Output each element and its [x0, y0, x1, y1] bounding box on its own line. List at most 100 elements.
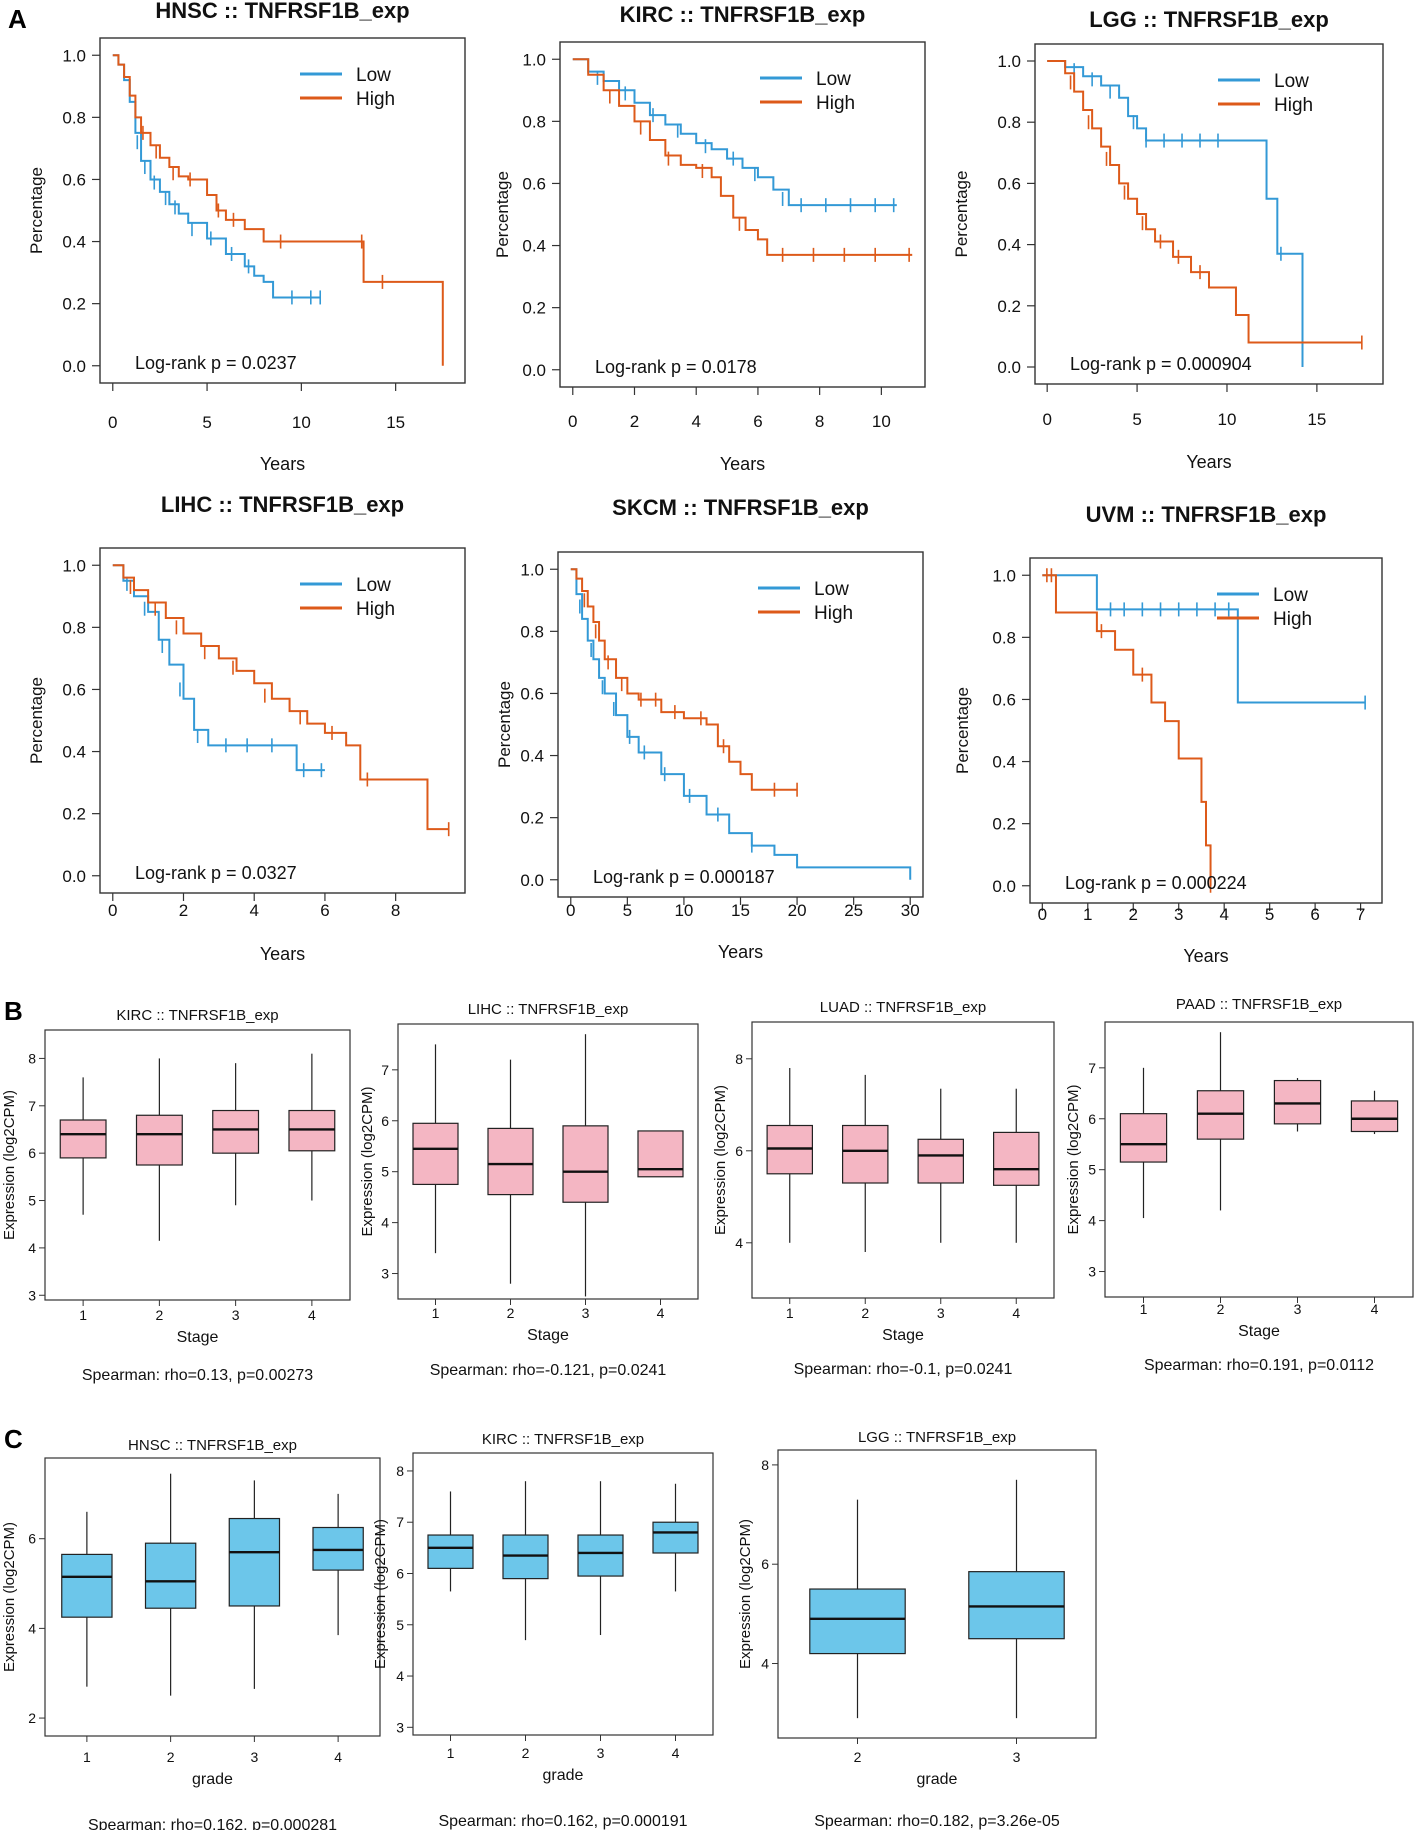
km-curve-low: [572, 58, 897, 207]
y-axis-label: Expression (log2CPM): [737, 1519, 754, 1669]
x-tick-label: 0: [1042, 410, 1051, 429]
box-iqr: [917, 1138, 964, 1184]
chart-title: HNSC :: TNFRSF1B_exp: [155, 0, 409, 23]
box-iqr: [427, 1534, 474, 1569]
x-tick-label: 2: [1217, 1301, 1225, 1317]
y-tick-label: 1.0: [522, 50, 546, 69]
y-tick-label: 4: [28, 1620, 36, 1636]
km-curve-high: [112, 54, 444, 366]
y-tick-label: 6: [28, 1531, 36, 1547]
y-tick-label: 3: [396, 1719, 404, 1735]
y-tick-label: 0.8: [520, 622, 544, 641]
box-iqr: [577, 1534, 624, 1577]
box-iqr: [228, 1517, 281, 1607]
x-tick-label: 10: [872, 412, 891, 431]
x-tick-label: 7: [1356, 905, 1365, 924]
x-tick-label: 5: [1132, 410, 1141, 429]
x-tick-label: 4: [334, 1749, 342, 1765]
x-axis-label: grade: [192, 1771, 233, 1788]
x-axis-label: Stage: [527, 1327, 569, 1344]
box-iqr: [212, 1109, 260, 1154]
x-tick-label: 3: [1013, 1749, 1021, 1765]
y-axis-label: Expression (log2CPM): [712, 1085, 729, 1235]
y-tick-label: 4: [761, 1656, 769, 1672]
x-tick-label: 3: [250, 1749, 258, 1765]
x-tick-label: 3: [1294, 1301, 1302, 1317]
x-axis-label: grade: [917, 1771, 958, 1788]
x-tick-label: 2: [1129, 905, 1138, 924]
logrank-annotation: Log-rank p = 0.0178: [595, 357, 757, 377]
x-tick-label: 6: [753, 412, 762, 431]
y-tick-label: 3: [28, 1287, 36, 1303]
chart-title: LUAD :: TNFRSF1B_exp: [820, 999, 986, 1016]
x-tick-label: 8: [815, 412, 824, 431]
x-tick-label: 10: [1218, 410, 1237, 429]
box-iqr: [1273, 1079, 1322, 1125]
x-tick-label: 2: [179, 901, 188, 920]
x-tick-label: 2: [155, 1307, 163, 1323]
chart-title: HNSC :: TNFRSF1B_exp: [128, 1437, 297, 1454]
x-tick-label: 0: [1038, 905, 1047, 924]
chart-title: PAAD :: TNFRSF1B_exp: [1176, 996, 1342, 1013]
y-tick-label: 7: [396, 1514, 404, 1530]
km-curve-low: [1047, 60, 1304, 367]
x-tick-label: 5: [623, 901, 632, 920]
plot-frame: [99, 547, 466, 894]
legend-label-high: High: [1273, 609, 1312, 630]
y-tick-label: 0.0: [62, 357, 86, 376]
y-tick-label: 0.2: [520, 809, 544, 828]
y-tick-label: 0.6: [520, 684, 544, 703]
box-iqr: [1196, 1090, 1245, 1140]
chart-title: LGG :: TNFRSF1B_exp: [858, 1429, 1016, 1446]
x-tick-label: 6: [1310, 905, 1319, 924]
y-tick-label: 2: [28, 1710, 36, 1726]
legend-label-high: High: [356, 599, 395, 620]
y-tick-label: 0.4: [62, 233, 86, 252]
y-tick-label: 4: [381, 1215, 389, 1231]
y-tick-label: 0.8: [522, 112, 546, 131]
chart-title: LGG :: TNFRSF1B_exp: [1089, 7, 1329, 32]
x-tick-label: 1: [1140, 1301, 1148, 1317]
logrank-annotation: Log-rank p = 0.0237: [135, 353, 297, 373]
x-tick-label: 4: [249, 901, 258, 920]
y-tick-label: 4: [1088, 1213, 1096, 1229]
y-tick-label: 8: [28, 1050, 36, 1066]
y-tick-label: 8: [735, 1051, 743, 1067]
panel-label-a: A: [8, 4, 27, 34]
x-tick-label: 0: [108, 413, 117, 432]
y-tick-label: 8: [396, 1463, 404, 1479]
y-tick-label: 0.4: [997, 236, 1021, 255]
x-tick-label: 1: [432, 1305, 440, 1321]
plot-frame: [412, 1452, 714, 1736]
legend-label-low: Low: [1273, 585, 1308, 606]
y-axis-label: Expression (log2CPM): [1, 1522, 18, 1672]
chart-title: KIRC :: TNFRSF1B_exp: [116, 1007, 278, 1024]
x-tick-label: 2: [854, 1749, 862, 1765]
y-tick-label: 0.6: [522, 174, 546, 193]
x-tick-label: 0: [108, 901, 117, 920]
x-tick-label: 0: [568, 412, 577, 431]
box-iqr: [144, 1542, 197, 1609]
y-tick-label: 7: [381, 1062, 389, 1078]
y-tick-label: 0.4: [62, 743, 86, 762]
y-tick-label: 0.2: [997, 297, 1021, 316]
panel-label-c: C: [4, 1424, 23, 1454]
y-axis-label: Percentage: [952, 171, 971, 258]
y-tick-label: 0.4: [992, 753, 1016, 772]
y-tick-label: 0.2: [522, 299, 546, 318]
y-tick-label: 0.8: [62, 618, 86, 637]
y-axis-label: Expression (log2CPM): [1, 1090, 18, 1240]
y-tick-label: 0.6: [992, 690, 1016, 709]
box-iqr: [652, 1521, 699, 1554]
y-tick-label: 6: [28, 1145, 36, 1161]
x-tick-label: 1: [83, 1749, 91, 1765]
x-tick-label: 15: [386, 413, 405, 432]
x-tick-label: 2: [507, 1305, 515, 1321]
spearman-annotation: Spearman: rho=0.182, p=3.26e-05: [814, 1813, 1060, 1830]
x-tick-label: 4: [308, 1307, 316, 1323]
